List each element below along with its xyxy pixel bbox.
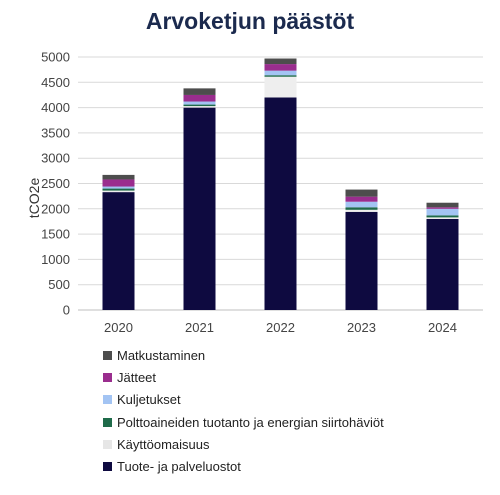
y-tick-label: 1000 [41, 252, 70, 267]
legend-item: Käyttöomaisuus [103, 433, 384, 455]
bar-segment-2023-2 [345, 207, 378, 210]
legend-item: Tuote- ja palveluostot [103, 455, 384, 477]
y-tick-label: 2000 [41, 201, 70, 216]
legend-swatch [103, 417, 112, 427]
chart-legend: Matkustaminen Jätteet Kuljetukset Polttoain… [103, 344, 384, 478]
bar-segment-2023-1 [345, 209, 378, 212]
y-tick-label: 3000 [41, 151, 70, 166]
legend-item: Polttoaineiden tuotanto ja energian siir… [103, 411, 384, 433]
bar-segment-2024-3 [426, 208, 459, 216]
bar-segment-2021-0 [183, 107, 216, 310]
legend-label: Jätteet [117, 369, 157, 385]
y-tick-label: 4000 [41, 100, 70, 115]
legend-label: Kuljetukset [117, 392, 181, 408]
legend-label: Polttoaineiden tuotanto ja energian siir… [117, 414, 384, 430]
chart-title: Arvoketjun päästöt [145, 8, 355, 34]
y-tick-label: 500 [48, 277, 70, 292]
y-tick-label: 5000 [41, 50, 70, 65]
y-tick-label: 2500 [41, 176, 70, 191]
x-tick-label: 2022 [266, 320, 295, 335]
bar-segment-2024-1 [426, 217, 459, 219]
bar-segment-2021-1 [183, 106, 216, 108]
bar-segment-2020-4 [102, 179, 135, 187]
bar-segment-2020-5 [102, 174, 135, 180]
x-tick-label: 2024 [428, 320, 457, 335]
legend-swatch [103, 439, 112, 449]
y-tick-label: 1500 [41, 227, 70, 242]
legend-label: Matkustaminen [117, 347, 206, 363]
bar-segment-2024-2 [426, 215, 459, 218]
bar-segment-2020-3 [102, 186, 135, 189]
bar-segment-2020-1 [102, 190, 135, 193]
legend-swatch [103, 462, 112, 472]
bar-segment-2024-4 [426, 207, 459, 209]
bar-segment-2022-3 [264, 70, 297, 76]
legend-item: Kuljetukset [103, 389, 384, 411]
bar-segment-2021-2 [183, 104, 216, 107]
legend-swatch [103, 372, 112, 382]
legend-item: Matkustaminen [103, 344, 384, 366]
legend-swatch [103, 395, 112, 405]
x-tick-label: 2020 [104, 320, 133, 335]
x-tick-label: 2021 [185, 320, 214, 335]
y-tick-label: 4500 [41, 75, 70, 90]
y-tick-label: 0 [63, 303, 70, 318]
bar-segment-2021-5 [183, 88, 216, 95]
bar-segment-2023-3 [345, 201, 378, 208]
bar-segment-2020-2 [102, 188, 135, 191]
bar-segment-2024-0 [426, 218, 459, 310]
legend-label: Käyttöomaisuus [117, 436, 210, 452]
bar-segment-2022-2 [264, 75, 297, 77]
bar-segment-2021-3 [183, 101, 216, 105]
bar-segment-2023-0 [345, 211, 378, 310]
legend-item: Jätteet [103, 366, 384, 388]
bar-segment-2024-5 [426, 202, 459, 208]
legend-swatch [103, 350, 112, 360]
bar-segment-2022-5 [264, 58, 297, 65]
y-tick-label: 3500 [41, 125, 70, 140]
bar-segment-2022-1 [264, 76, 297, 98]
bar-segment-2020-0 [102, 192, 135, 310]
bar-segment-2022-4 [264, 64, 297, 71]
bar-segment-2023-4 [345, 196, 378, 202]
bar-segment-2021-4 [183, 94, 216, 102]
bar-segment-2023-5 [345, 189, 378, 197]
bar-segment-2022-0 [264, 97, 297, 310]
legend-label: Tuote- ja palveluostot [117, 459, 241, 475]
x-tick-label: 2023 [347, 320, 376, 335]
